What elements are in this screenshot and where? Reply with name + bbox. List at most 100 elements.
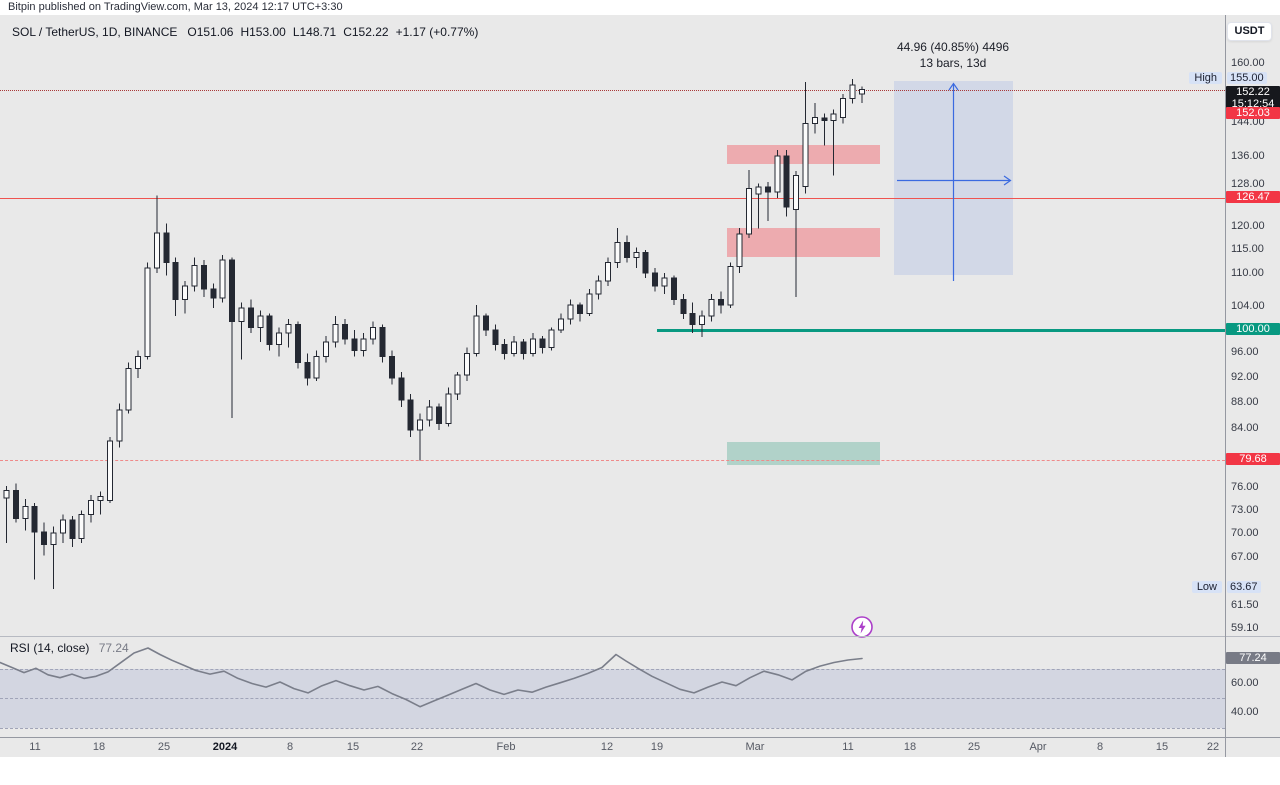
- candle-body: [106, 440, 113, 501]
- candle-body: [529, 338, 536, 355]
- publish-bar: Bitpin published on TradingView.com, Mar…: [0, 0, 1280, 15]
- candle-body: [830, 113, 837, 122]
- candle-body: [276, 332, 283, 346]
- candle-body: [802, 122, 809, 188]
- time-axis-label: 22: [410, 741, 424, 753]
- candle-body: [821, 117, 828, 122]
- time-axis-label: 15: [1155, 741, 1169, 753]
- price-axis-label: 76.00: [1231, 481, 1259, 493]
- price-badge-79.68: 79.68: [1226, 453, 1280, 465]
- candle-body: [558, 318, 565, 331]
- time-axis-label: Feb: [496, 741, 516, 753]
- candle-body: [755, 186, 762, 195]
- chart-pane[interactable]: [0, 15, 1280, 757]
- price-axis-label: 73.00: [1231, 504, 1259, 516]
- candle-body: [257, 315, 264, 328]
- lightning-icon[interactable]: [850, 615, 874, 639]
- candle-body: [22, 506, 29, 519]
- candle-body: [78, 514, 85, 540]
- candle-body: [219, 259, 226, 299]
- price-axis-label: 110.00: [1231, 267, 1264, 279]
- candle-body: [210, 288, 217, 299]
- candle-body: [88, 499, 95, 516]
- support-line-79[interactable]: [0, 460, 1225, 461]
- candle-body: [379, 326, 386, 358]
- candle-body: [586, 293, 593, 314]
- price-axis-label: 63.67: [1227, 581, 1261, 593]
- price-axis-label: 155.00: [1227, 72, 1267, 84]
- rsi-value: 77.24: [98, 641, 129, 655]
- candle-body: [332, 324, 339, 343]
- candle-body: [116, 409, 123, 442]
- candle-body: [482, 315, 489, 331]
- candle-body: [69, 519, 76, 540]
- price-axis-label: 92.00: [1231, 371, 1259, 383]
- rsi-legend[interactable]: RSI (14, close) 77.24: [10, 641, 129, 655]
- candle-body: [858, 88, 865, 95]
- candle-body: [670, 277, 677, 301]
- current-price-line: [0, 90, 1225, 91]
- candle-body: [689, 312, 696, 326]
- time-axis-label: 19: [650, 741, 664, 753]
- candle-body: [153, 232, 160, 269]
- supply-lower-zone[interactable]: [727, 228, 880, 257]
- candle-body: [633, 252, 640, 259]
- candle-body: [623, 242, 630, 259]
- candle-body: [351, 338, 358, 352]
- price-badge-126.47: 126.47: [1226, 191, 1280, 203]
- candle-body: [783, 155, 790, 208]
- candle-body: [163, 232, 170, 264]
- candle-body: [144, 267, 151, 358]
- candle-body: [511, 341, 518, 355]
- price-badge-77.24: 77.24: [1226, 652, 1280, 664]
- candle-body: [135, 356, 142, 370]
- price-axis-label: 96.00: [1231, 346, 1259, 358]
- candle-body: [699, 315, 706, 326]
- price-axis-separator: [1225, 15, 1226, 757]
- candle-body: [642, 252, 649, 274]
- time-axis-label: 15: [346, 741, 360, 753]
- candle-body: [417, 419, 424, 431]
- candle-body: [12, 490, 19, 519]
- rsi-line[interactable]: [0, 647, 863, 708]
- legend-high: H153.00: [240, 25, 286, 39]
- time-axis-label: 8: [1096, 741, 1104, 753]
- pane-separator[interactable]: [0, 636, 1280, 637]
- candle-body: [247, 307, 254, 328]
- rsi-upper-band-line: [0, 669, 1225, 670]
- high-price-chip: High: [1189, 72, 1222, 84]
- support-line-100[interactable]: [657, 329, 1225, 332]
- time-axis-label: 18: [92, 741, 106, 753]
- time-axis-separator: [0, 737, 1280, 738]
- candle-body: [370, 326, 377, 340]
- candle-body: [313, 356, 320, 379]
- candle-body: [341, 324, 348, 340]
- candle-body: [576, 304, 583, 314]
- price-axis-label: 128.00: [1231, 178, 1265, 190]
- candle-body: [200, 264, 207, 290]
- candle-body: [746, 187, 753, 235]
- candle-body: [492, 329, 499, 346]
- candle-body: [407, 399, 414, 431]
- measure-label-price: 44.96 (40.85%) 4496: [896, 40, 1010, 54]
- time-axis-label: 11: [842, 741, 854, 753]
- symbol-title[interactable]: SOL / TetherUS, 1D, BINANCE: [12, 25, 178, 39]
- symbol-legend[interactable]: SOL / TetherUS, 1D, BINANCE O151.06 H153.0…: [12, 25, 485, 39]
- price-axis-label: 136.00: [1231, 150, 1265, 162]
- candle-body: [50, 532, 57, 546]
- candle-body: [31, 506, 38, 533]
- currency-toggle-button[interactable]: USDT: [1227, 22, 1272, 41]
- candle-body: [445, 393, 452, 424]
- candle-body: [652, 272, 659, 287]
- candle-body: [285, 324, 292, 334]
- bottom-bar: TradingView: [0, 757, 1280, 785]
- candle-body: [539, 338, 546, 349]
- candle-body: [398, 377, 405, 401]
- resistance-line-126[interactable]: [0, 198, 1225, 199]
- candle-body: [520, 341, 527, 355]
- candle-body: [727, 265, 734, 306]
- candle-body: [464, 353, 471, 376]
- time-axis-label: 11: [29, 741, 41, 753]
- demand-zone[interactable]: [727, 442, 880, 465]
